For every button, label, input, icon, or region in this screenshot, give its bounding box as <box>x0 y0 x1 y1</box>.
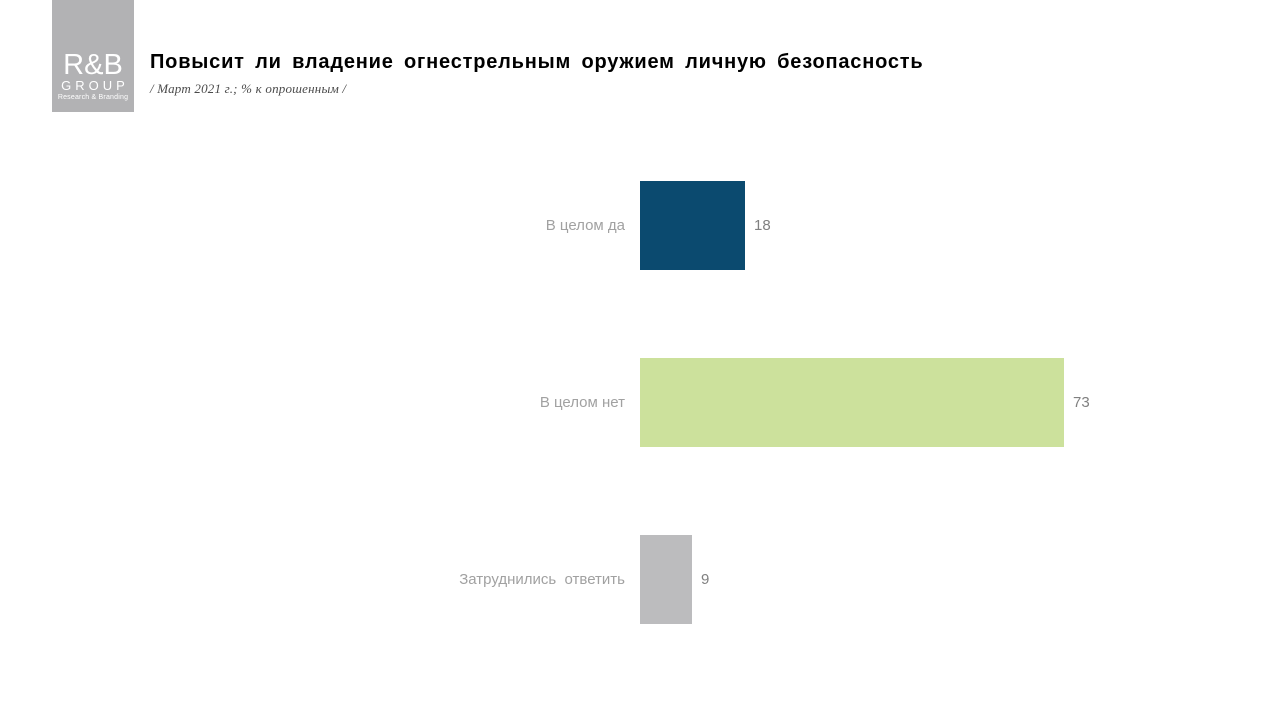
chart-subtitle: / Март 2021 г.; % к опрошенным / <box>150 81 347 96</box>
category-label: В целом да <box>545 217 625 234</box>
chart-row: В целом нет 73 <box>0 358 1280 447</box>
bar <box>640 358 1064 447</box>
value-label: 18 <box>754 217 771 234</box>
chart-title: Повысит ли владение огнестрельным оружие… <box>150 51 924 73</box>
logo-tagline: Research & Branding <box>57 94 129 101</box>
category-label: Затруднились ответить <box>459 571 625 588</box>
chart-row: В целом да 18 <box>0 181 1280 270</box>
value-label: 73 <box>1073 394 1090 411</box>
bar <box>640 181 745 270</box>
chart-header: Повысит ли владение огнестрельным оружие… <box>150 50 1250 97</box>
logo-group-label: GROUP <box>61 78 129 93</box>
chart-row: Затруднились ответить 9 <box>0 535 1280 624</box>
bar <box>640 535 692 624</box>
rb-group-logo: R&B GROUP Research & Branding <box>52 0 134 112</box>
logo-wordmark: R&B <box>63 49 123 81</box>
category-label: В целом нет <box>539 394 625 411</box>
value-label: 9 <box>701 571 710 588</box>
bar-chart: В целом да 18 В целом нет 73 Затруднились от… <box>0 181 1280 712</box>
